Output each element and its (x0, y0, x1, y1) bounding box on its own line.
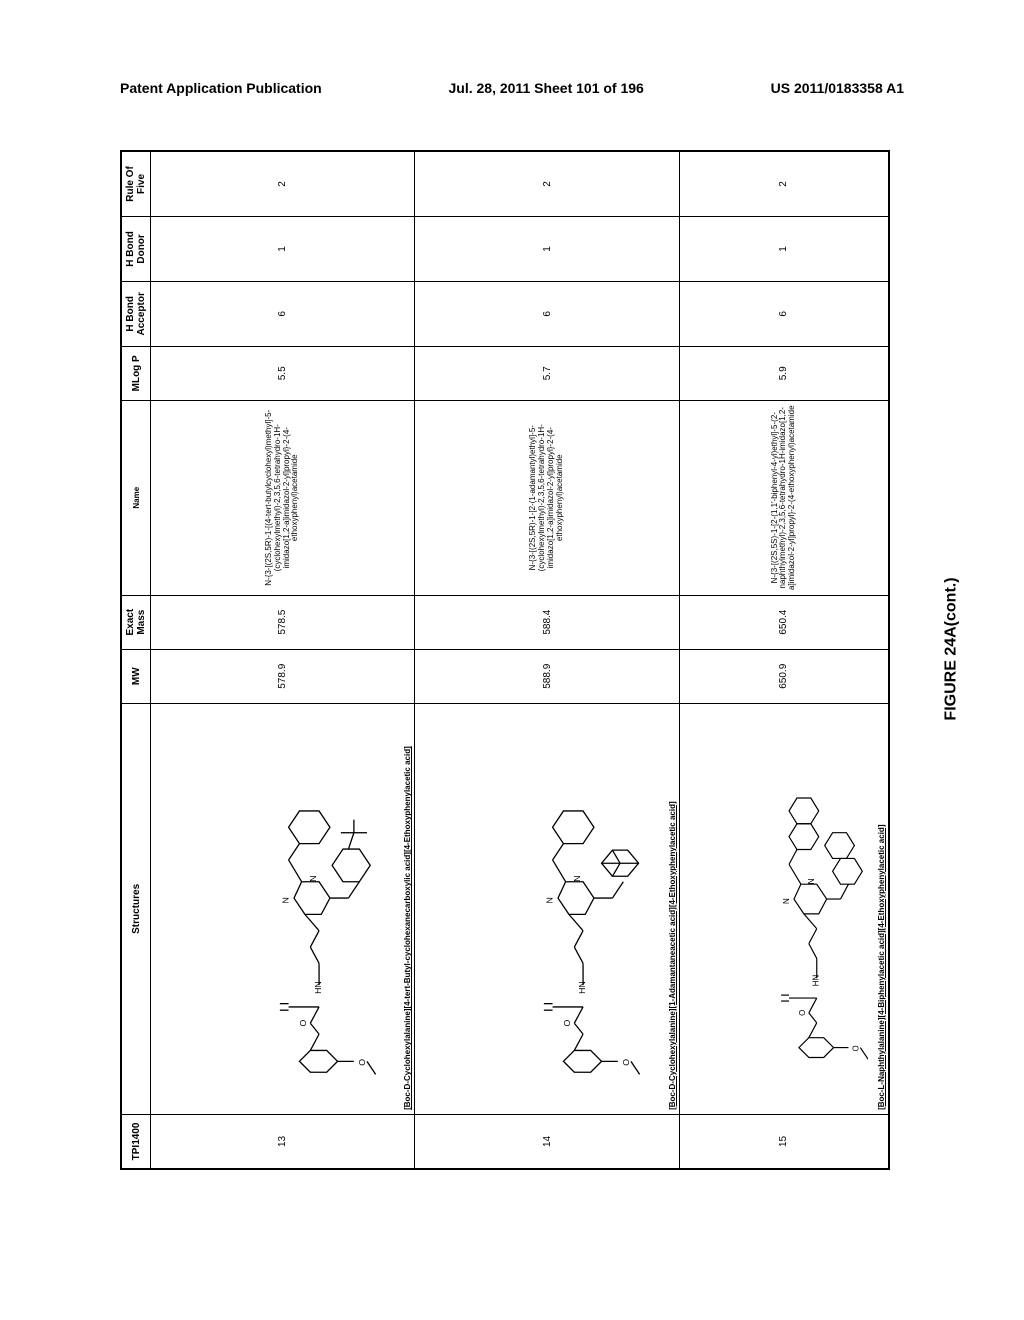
page-header: Patent Application Publication Jul. 28, … (0, 80, 1024, 96)
molecule-sketch: O HN N N (425, 724, 658, 1094)
molecule-icon: O HN N N (425, 724, 658, 1094)
cell-mass: 650.4 (679, 595, 888, 649)
svg-text:N: N (308, 875, 318, 881)
cell-rof: 2 (679, 152, 888, 217)
structure-label: [Boc-L-Naphthylalanine][4-Biphenylacetic… (877, 708, 886, 1110)
cell-name: N-{3-[(2S,5R)-1-[(4-tert-butylcyclohexyl… (151, 400, 415, 595)
data-table-wrapper: TPI1400 Structures MW Exact Mass Name ML… (120, 150, 890, 1170)
cell-structure: O HN N N (151, 703, 415, 1114)
svg-text:O: O (357, 1059, 367, 1066)
molecule-sketch: O HN N N (690, 724, 868, 1094)
col-header-mlogp: MLog P (122, 346, 151, 400)
table-row: 13 (151, 152, 415, 1169)
col-header-mass: Exact Mass (122, 595, 151, 649)
rotated-content: TPI1400 Structures MW Exact Mass Name ML… (0, 275, 1015, 1045)
cell-hbd: 1 (679, 216, 888, 281)
cell-mlogp: 5.9 (679, 346, 888, 400)
molecule-icon: O HN N N (161, 724, 394, 1094)
cell-mass: 578.5 (151, 595, 415, 649)
col-header-id: TPI1400 (122, 1114, 151, 1168)
svg-text:O: O (298, 1019, 308, 1026)
structure-label: [Boc-D-Cyclohexylalanine][1-Adamantaneac… (668, 708, 677, 1110)
table-header-row: TPI1400 Structures MW Exact Mass Name ML… (122, 152, 151, 1169)
structure-label: [Boc-D-Cyclohexylalanine][4-tert-Butyl-c… (403, 708, 412, 1110)
cell-mw: 650.9 (679, 649, 888, 703)
cell-id: 13 (151, 1114, 415, 1168)
figure-caption: FIGURE 24A(cont.) (943, 577, 961, 720)
svg-text:HN: HN (313, 981, 323, 994)
col-header-mw: MW (122, 649, 151, 703)
svg-text:N: N (545, 897, 555, 903)
cell-name: N-{3-[(2S,5R)-1-[2-(1-adamantyl)ethyl]-5… (415, 400, 679, 595)
molecule-icon: O HN N N (690, 724, 868, 1094)
cell-mlogp: 5.7 (415, 346, 679, 400)
header-right: US 2011/0183358 A1 (771, 80, 904, 96)
compound-table: TPI1400 Structures MW Exact Mass Name ML… (121, 151, 889, 1169)
table-row: 14 (415, 152, 679, 1169)
cell-hba: 6 (679, 281, 888, 346)
cell-structure: O HN N N (415, 703, 679, 1114)
cell-hba: 6 (151, 281, 415, 346)
col-header-hbd: H Bond Donor (122, 216, 151, 281)
svg-text:O: O (798, 1010, 807, 1016)
cell-id: 15 (679, 1114, 888, 1168)
cell-mass: 588.4 (415, 595, 679, 649)
col-header-hba: H Bond Acceptor (122, 281, 151, 346)
header-left: Patent Application Publication (120, 80, 322, 96)
cell-id: 14 (415, 1114, 679, 1168)
table-row: 15 (679, 152, 888, 1169)
cell-rof: 2 (415, 152, 679, 217)
cell-hbd: 1 (151, 216, 415, 281)
svg-text:N: N (572, 875, 582, 881)
svg-text:HN: HN (578, 981, 588, 994)
svg-text:O: O (621, 1059, 631, 1066)
col-header-structures: Structures (122, 703, 151, 1114)
svg-text:O: O (851, 1045, 860, 1051)
cell-hbd: 1 (415, 216, 679, 281)
cell-hba: 6 (415, 281, 679, 346)
col-header-rof: Rule Of Five (122, 152, 151, 217)
svg-text:N: N (281, 897, 291, 903)
cell-structure: O HN N N (679, 703, 888, 1114)
cell-mw: 578.9 (151, 649, 415, 703)
cell-name: N-{3-[(2S,5S)-1-[2-(1,1'-biphenyl-4-yl)e… (679, 400, 888, 595)
svg-text:N: N (782, 898, 791, 904)
col-header-name: Name (122, 400, 151, 595)
cell-mw: 588.9 (415, 649, 679, 703)
cell-mlogp: 5.5 (151, 346, 415, 400)
svg-text:N: N (807, 878, 816, 884)
svg-text:O: O (562, 1019, 572, 1026)
molecule-sketch: O HN N N (161, 724, 394, 1094)
cell-rof: 2 (151, 152, 415, 217)
header-center: Jul. 28, 2011 Sheet 101 of 196 (449, 80, 644, 96)
